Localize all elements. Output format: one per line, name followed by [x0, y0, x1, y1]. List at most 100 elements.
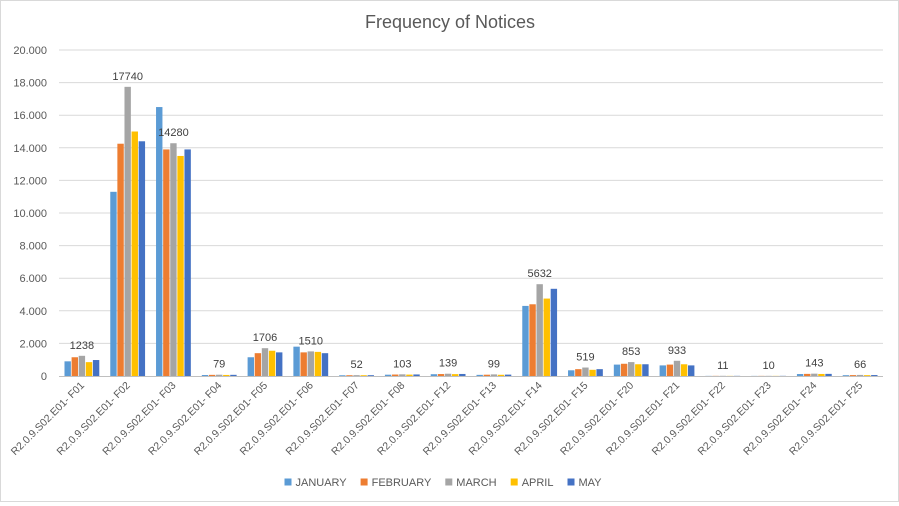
bar: [321, 353, 329, 376]
bar: [307, 351, 314, 376]
bar: [64, 361, 71, 376]
data-label: 853: [622, 346, 640, 358]
y-tick-label: 20.000: [13, 45, 47, 57]
bar: [138, 141, 146, 376]
y-tick-label: 12.000: [13, 175, 47, 187]
data-label: 1706: [253, 332, 277, 344]
bar: [216, 374, 223, 376]
bar: [430, 374, 438, 376]
data-label: 103: [393, 358, 411, 370]
data-label: 17740: [112, 71, 143, 83]
bar: [536, 284, 543, 376]
legend-label: MAY: [579, 477, 603, 489]
bar: [476, 374, 483, 376]
bar: [452, 374, 459, 376]
y-tick-label: 16.000: [13, 110, 47, 122]
bar: [811, 373, 818, 376]
bar: [642, 364, 649, 376]
bar: [247, 357, 254, 376]
bar: [825, 373, 832, 376]
bar: [856, 374, 864, 376]
bar: [504, 374, 512, 376]
bar: [131, 131, 138, 376]
bar: [842, 375, 850, 376]
bar: [170, 143, 177, 376]
legend-label: JANUARY: [296, 477, 348, 489]
gridlines: [59, 49, 883, 344]
bar: [92, 360, 100, 376]
bar: [871, 375, 878, 376]
bar: [85, 362, 93, 376]
bar: [550, 288, 558, 376]
bar: [804, 373, 811, 376]
bar: [230, 374, 237, 376]
bar: [497, 374, 505, 376]
y-tick-label: 2.000: [19, 338, 47, 350]
bar: [392, 374, 399, 376]
chart-title: Frequency of Notices: [365, 12, 535, 32]
bar: [314, 351, 322, 376]
legend-swatch: [510, 478, 518, 486]
y-tick-label: 4.000: [19, 306, 47, 318]
x-tick-label: R2.0.9.S02.E01- F01: [9, 380, 87, 458]
bar: [628, 362, 635, 376]
bar: [208, 374, 216, 376]
bar: [276, 352, 283, 376]
data-label: 1510: [299, 335, 323, 347]
bar: [110, 191, 117, 376]
y-tick-label: 10.000: [13, 208, 47, 220]
bar: [673, 360, 681, 376]
bar: [522, 305, 529, 376]
y-axis-ticks: 0 2.000 4.000 6.000 8.000 10.000 12.000 14.000 1…: [13, 45, 47, 383]
bar: [78, 355, 86, 376]
legend-swatch: [360, 478, 368, 486]
data-label: 66: [854, 359, 866, 371]
bar: [177, 155, 184, 376]
bars: [64, 86, 878, 377]
bar: [680, 364, 688, 376]
bar: [406, 374, 413, 376]
bar: [117, 143, 124, 376]
data-label: 143: [805, 358, 823, 370]
bar: [849, 375, 857, 376]
bar: [293, 346, 300, 376]
bar: [529, 304, 536, 376]
legend-swatch: [284, 478, 292, 486]
y-tick-label: 8.000: [19, 241, 47, 253]
data-labels: 1238 17740 14280 79 1706 1510 52 103 139 99 5632 51…: [70, 71, 867, 372]
legend-label: FEBRUARY: [372, 477, 432, 489]
bar: [575, 369, 582, 376]
bar: [353, 375, 360, 376]
y-tick-label: 18.000: [13, 78, 47, 90]
data-label: 52: [350, 359, 362, 371]
bar: [483, 374, 490, 376]
legend: JANUARY FEBRUARY MARCH APRIL MAY: [284, 477, 603, 489]
bar: [163, 149, 170, 376]
bar: [346, 375, 353, 377]
bar: [367, 375, 374, 376]
y-tick-label: 0: [41, 371, 47, 383]
bar: [444, 373, 452, 376]
data-label: 99: [488, 358, 500, 370]
bar: [596, 369, 603, 376]
bar: [360, 375, 367, 377]
bar: [582, 367, 589, 376]
y-tick-label: 14.000: [13, 143, 47, 155]
legend-swatch: [445, 478, 453, 486]
legend-label: MARCH: [456, 477, 496, 489]
bar: [490, 374, 498, 376]
bar: [666, 364, 674, 376]
bar: [620, 363, 628, 376]
bar: [71, 357, 78, 376]
bar: [384, 374, 392, 376]
bar: [156, 107, 163, 377]
data-label: 139: [439, 358, 457, 370]
bar: [589, 369, 596, 376]
bar: [688, 365, 695, 376]
data-label: 14280: [158, 127, 189, 139]
bar: [184, 149, 191, 376]
data-label: 1238: [70, 340, 94, 352]
bar: [201, 375, 209, 376]
